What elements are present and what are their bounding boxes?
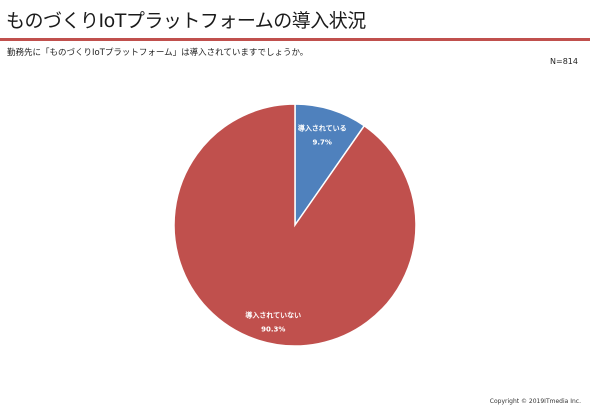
pie-labels: 導入されている 9.7% 導入されていない 90.3%: [245, 123, 346, 333]
pie-slice-2: [173, 103, 417, 347]
slice-label-2: 導入されていない: [245, 311, 301, 320]
pie-slices: [173, 103, 417, 347]
slice-label-1: 導入されている: [298, 123, 347, 132]
title-rule: [0, 38, 590, 41]
slice-value-1: 9.7%: [313, 138, 332, 146]
pie-slice-1: [294, 103, 366, 228]
survey-question: 勤務先に「ものづくりIoTプラットフォーム」は導入されていますでしょうか。: [7, 48, 309, 58]
page-title: ものづくりIoTプラットフォームの導入状況: [6, 10, 366, 32]
sample-size: N=814: [550, 57, 578, 66]
slice-value-2: 90.3%: [261, 326, 285, 334]
copyright: Copyright © 2019ITmedia Inc.: [489, 398, 581, 405]
